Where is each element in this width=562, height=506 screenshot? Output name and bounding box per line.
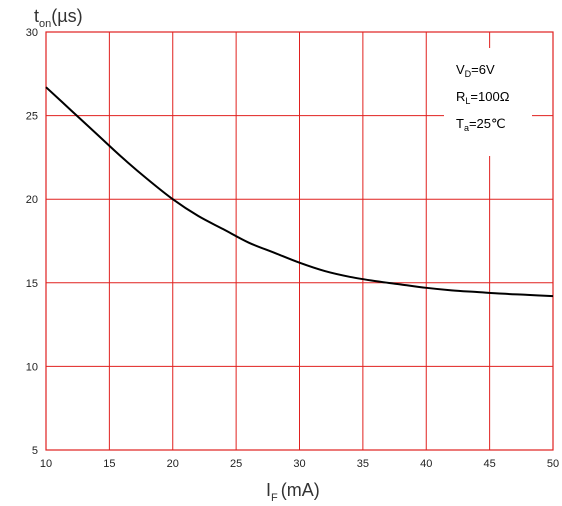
annotation-text: VD=6V RL=100Ω Ta=25℃: [456, 62, 510, 133]
series-layer: [45, 86, 554, 298]
x-axis-title-sub: F: [271, 492, 278, 504]
y-axis-title: ton(µs): [34, 6, 83, 30]
x-tick-label-5: 35: [357, 458, 369, 470]
x-tick-labels: 10 15 20 25 30 35 40 45 50: [40, 458, 559, 470]
y-tick-label-1: 10: [26, 361, 38, 373]
annotation-line-2: Ta=25℃: [456, 116, 506, 133]
annotation-box: [444, 48, 532, 156]
y-tick-label-5: 30: [26, 27, 38, 39]
x-axis-title-main: I: [266, 480, 271, 500]
annotation-background: [444, 48, 532, 156]
y-tick-label-4: 25: [26, 111, 38, 123]
y-axis-title-sub: on: [39, 18, 51, 30]
y-tick-label-2: 15: [26, 278, 38, 290]
y-axis-title-main: t: [34, 6, 39, 26]
annotation-rest-0: =6V: [471, 62, 495, 77]
series-line-0: [45, 86, 554, 298]
x-tick-label-4: 30: [293, 458, 305, 470]
annotation-main-1: R: [456, 89, 465, 104]
annotation-main-2: T: [456, 116, 464, 131]
y-tick-label-3: 20: [26, 194, 38, 206]
x-tick-label-3: 25: [230, 458, 242, 470]
y-tick-labels: 5 10 15 20 25 30: [26, 27, 38, 457]
x-tick-label-2: 20: [167, 458, 179, 470]
annotation-sub-1: L: [465, 96, 470, 106]
x-tick-label-0: 10: [40, 458, 52, 470]
annotation-rest-2: =25℃: [469, 116, 506, 131]
annotation-rest-1: =100Ω: [470, 89, 509, 104]
annotation-line-0: VD=6V: [456, 62, 495, 79]
x-axis-title-unit: (mA): [281, 480, 320, 500]
x-tick-label-8: 50: [547, 458, 559, 470]
annotation-main-0: V: [456, 62, 465, 77]
annotation-sub-2: a: [464, 123, 469, 133]
y-axis-title-unit: (µs): [51, 6, 82, 26]
x-tick-label-1: 15: [103, 458, 115, 470]
y-tick-label-0: 5: [32, 445, 38, 457]
annotation-sub-0: D: [465, 69, 472, 79]
x-tick-label-6: 40: [420, 458, 432, 470]
annotation-line-1: RL=100Ω: [456, 89, 510, 106]
x-axis-title: IF (mA): [266, 480, 320, 504]
plot-frame: [45, 31, 554, 451]
x-tick-label-7: 45: [484, 458, 496, 470]
